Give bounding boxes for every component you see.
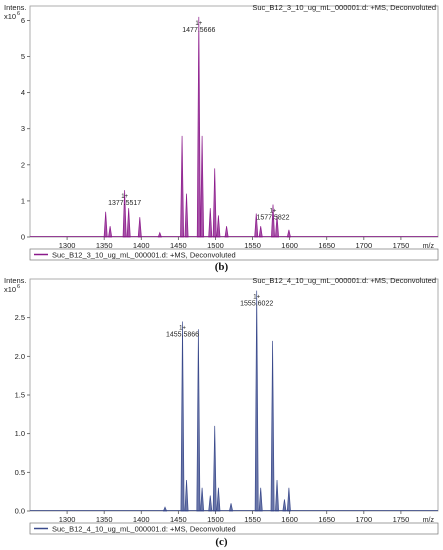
spectrum-peak (270, 340, 275, 512)
plot-frame (29, 278, 439, 512)
spectrum-peak (254, 213, 259, 238)
spectrum-peak (157, 231, 162, 238)
y-tick-label: 0.0 (15, 507, 25, 516)
x-tick-label: 1700 (355, 515, 372, 524)
x-axis-label: m/z (423, 243, 435, 250)
spectrum-peak (108, 226, 113, 238)
y-tick-label: 3 (21, 124, 25, 133)
y-tick-label: 2.5 (15, 313, 25, 322)
y-tick-label: 4 (21, 88, 25, 97)
spectrum-peak (196, 329, 201, 512)
y-axis-label: Intens. (4, 276, 27, 285)
x-tick-label: 1450 (170, 515, 187, 524)
x-tick-label: 1550 (244, 241, 261, 250)
spectrum-peak (162, 506, 168, 512)
legend-entry: Suc_B12_3_10_ug_mL_000001.d: +MS, Deconv… (52, 251, 236, 260)
legend-entry: Suc_B12_4_10_ug_mL_000001.d: +MS, Deconv… (52, 525, 236, 534)
peak-charge-label: 1+ (121, 194, 128, 200)
peak-charge-label: 1+ (270, 209, 277, 215)
spectrum-peak (286, 487, 291, 512)
spectrum-peak (224, 226, 229, 238)
spectrum-peak (275, 215, 280, 238)
peak-mz-label: 1555.6022 (240, 301, 273, 308)
spectrum-peak (208, 208, 213, 238)
spectrum-peak (103, 211, 108, 238)
plot-frame (29, 5, 439, 238)
spectrum-peak (137, 217, 142, 238)
y-axis-exponent: x10 (4, 285, 16, 294)
spectrum-peak (200, 135, 205, 238)
panel-label-b: (b) (214, 261, 229, 273)
spectrum-peak (184, 480, 189, 512)
x-tick-label: 1450 (170, 241, 187, 250)
peak-charge-label: 1+ (195, 21, 202, 27)
spectrum-peak (229, 503, 234, 512)
y-axis-label: Intens. (4, 3, 27, 12)
x-tick-label: 1350 (96, 515, 113, 524)
y-axis-exponent: x10 (4, 12, 16, 21)
spectrum-peak (271, 204, 275, 238)
spectrum-peak (258, 487, 263, 512)
spectrum-peak (180, 135, 185, 238)
spectrum-peak (258, 226, 263, 238)
peak-charge-label: 1+ (179, 326, 186, 332)
x-tick-label: 1400 (133, 241, 150, 250)
y-tick-label: 0.5 (15, 468, 25, 477)
spectrum-peak (122, 190, 127, 238)
y-tick-label: 1 (21, 196, 25, 205)
chart-title: Suc_B12_3_10_ug_mL_000001.d: +MS, Deconv… (252, 3, 436, 12)
x-tick-label: 1500 (207, 515, 224, 524)
spectrum-peak (275, 480, 279, 512)
chart-c: Suc_B12_4_10_ug_mL_000001.d: +MS, Deconv… (4, 276, 439, 535)
spectrum-peak (196, 16, 201, 238)
x-tick-label: 1550 (244, 515, 261, 524)
spectrum-peak (216, 215, 221, 238)
x-tick-label: 1600 (281, 515, 298, 524)
spectrum-peak (254, 290, 259, 512)
panel-label-c: (c) (215, 536, 228, 548)
legend-box (29, 248, 439, 261)
x-tick-label: 1650 (318, 515, 335, 524)
legend-box (29, 522, 439, 535)
x-tick-label: 1650 (318, 241, 335, 250)
y-tick-label: 2.0 (15, 352, 25, 361)
chart-title: Suc_B12_4_10_ug_mL_000001.d: +MS, Deconv… (252, 276, 436, 285)
x-axis-label: m/z (423, 517, 435, 524)
y-axis-exponent-power: 6 (17, 11, 20, 17)
peak-mz-label: 1377.5517 (108, 200, 141, 207)
spectrum-peak (286, 229, 291, 238)
x-tick-label: 1400 (133, 515, 150, 524)
y-axis-exponent-power: 6 (17, 284, 20, 290)
spectrum-peak (282, 499, 287, 512)
spectrum-peak (126, 208, 131, 238)
spectrum-peak (180, 321, 185, 512)
x-tick-label: 1750 (393, 515, 410, 524)
y-tick-label: 1.0 (15, 429, 25, 438)
y-tick-label: 2 (21, 160, 25, 169)
peak-mz-label: 1477.5666 (182, 27, 215, 34)
spectrum-peak (212, 425, 217, 512)
y-tick-label: 1.5 (15, 391, 25, 400)
y-tick-label: 6 (21, 16, 25, 25)
x-tick-label: 1350 (96, 241, 113, 250)
peak-charge-label: 1+ (253, 295, 260, 301)
chart-b: Suc_B12_3_10_ug_mL_000001.d: +MS, Deconv… (4, 3, 439, 261)
spectrum-peak (200, 487, 205, 512)
x-tick-label: 1750 (393, 241, 410, 250)
x-tick-label: 1500 (207, 241, 224, 250)
spectrum-peak (216, 487, 221, 512)
x-tick-label: 1600 (281, 241, 298, 250)
spectrum-peak (212, 168, 217, 238)
x-tick-label: 1300 (59, 241, 76, 250)
peak-mz-label: 1577.5822 (256, 215, 289, 222)
spectrum-peak (184, 193, 189, 238)
x-tick-label: 1300 (59, 515, 76, 524)
x-tick-label: 1700 (355, 241, 372, 250)
peak-mz-label: 1455.5866 (166, 332, 199, 339)
y-tick-label: 5 (21, 52, 25, 61)
y-tick-label: 0 (21, 233, 25, 242)
spectrum-peak (208, 495, 213, 512)
